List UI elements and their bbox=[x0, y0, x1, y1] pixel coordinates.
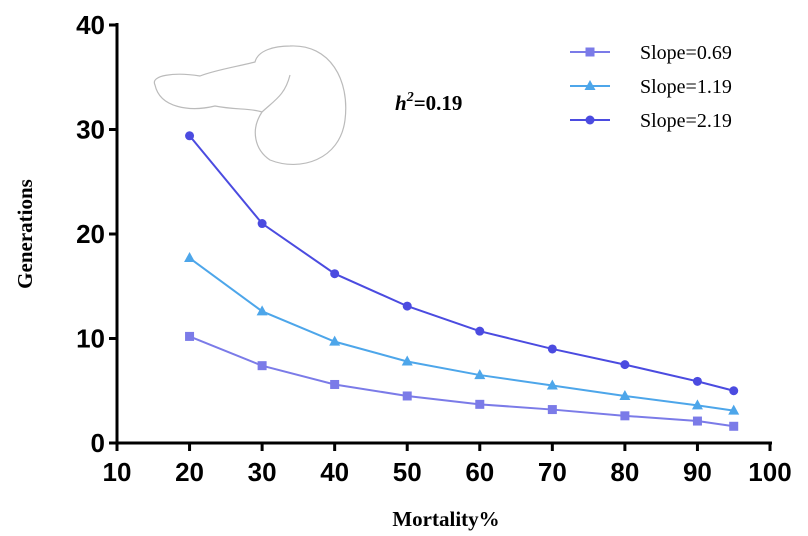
data-point bbox=[184, 252, 196, 263]
x-tick-label: 50 bbox=[393, 457, 422, 487]
data-point bbox=[729, 386, 739, 396]
data-point bbox=[729, 421, 739, 431]
x-axis-title: Mortality% bbox=[392, 507, 499, 531]
data-point bbox=[475, 326, 485, 336]
data-point bbox=[620, 411, 630, 421]
doodle bbox=[153, 45, 347, 165]
x-tick-label: 100 bbox=[748, 457, 791, 487]
data-point bbox=[692, 376, 702, 386]
legend-marker bbox=[585, 115, 595, 125]
x-tick-label: 80 bbox=[610, 457, 639, 487]
data-point bbox=[692, 416, 702, 426]
annotation-base: h bbox=[395, 91, 407, 115]
y-tick-label: 30 bbox=[76, 115, 105, 145]
data-point bbox=[256, 305, 268, 316]
data-point bbox=[257, 219, 267, 229]
series-line bbox=[188, 135, 734, 392]
legend-marker bbox=[584, 80, 596, 90]
y-axis-title: Generations bbox=[13, 179, 37, 289]
legend-label: Slope=1.19 bbox=[640, 76, 732, 98]
data-point bbox=[330, 269, 340, 279]
data-point bbox=[329, 335, 341, 346]
legend-label: Slope=2.19 bbox=[640, 110, 732, 132]
data-point bbox=[185, 131, 195, 141]
data-point bbox=[547, 344, 557, 354]
y-tick-label: 40 bbox=[76, 10, 105, 40]
x-tick-label: 10 bbox=[103, 457, 132, 487]
y-tick-label: 0 bbox=[91, 428, 105, 458]
annotation-sup: 2 bbox=[406, 90, 414, 105]
legend-label: Slope=0.69 bbox=[640, 42, 732, 64]
x-tick-label: 90 bbox=[683, 457, 712, 487]
x-tick-label: 70 bbox=[538, 457, 567, 487]
data-point bbox=[620, 360, 630, 370]
data-point bbox=[619, 389, 631, 400]
annotation: h2=0.19 bbox=[395, 90, 462, 115]
y-tick-label: 20 bbox=[76, 219, 105, 249]
data-point bbox=[402, 301, 412, 311]
x-tick-label: 60 bbox=[465, 457, 494, 487]
data-point bbox=[474, 369, 486, 380]
data-point bbox=[728, 404, 740, 415]
x-tick-label: 30 bbox=[248, 457, 277, 487]
data-point bbox=[257, 361, 267, 371]
data-point bbox=[185, 331, 195, 341]
y-tick-label: 10 bbox=[76, 324, 105, 354]
series-line bbox=[189, 335, 734, 428]
data-point bbox=[691, 399, 703, 410]
data-point bbox=[401, 355, 413, 366]
data-point bbox=[546, 379, 558, 390]
data-point bbox=[330, 379, 340, 389]
annotation-rest: =0.19 bbox=[414, 91, 463, 115]
x-tick-label: 20 bbox=[175, 457, 204, 487]
series-line bbox=[188, 257, 734, 412]
legend-marker bbox=[585, 47, 595, 57]
data-point bbox=[475, 399, 485, 409]
data-point bbox=[402, 391, 412, 401]
x-tick-label: 40 bbox=[320, 457, 349, 487]
data-point bbox=[547, 405, 557, 415]
